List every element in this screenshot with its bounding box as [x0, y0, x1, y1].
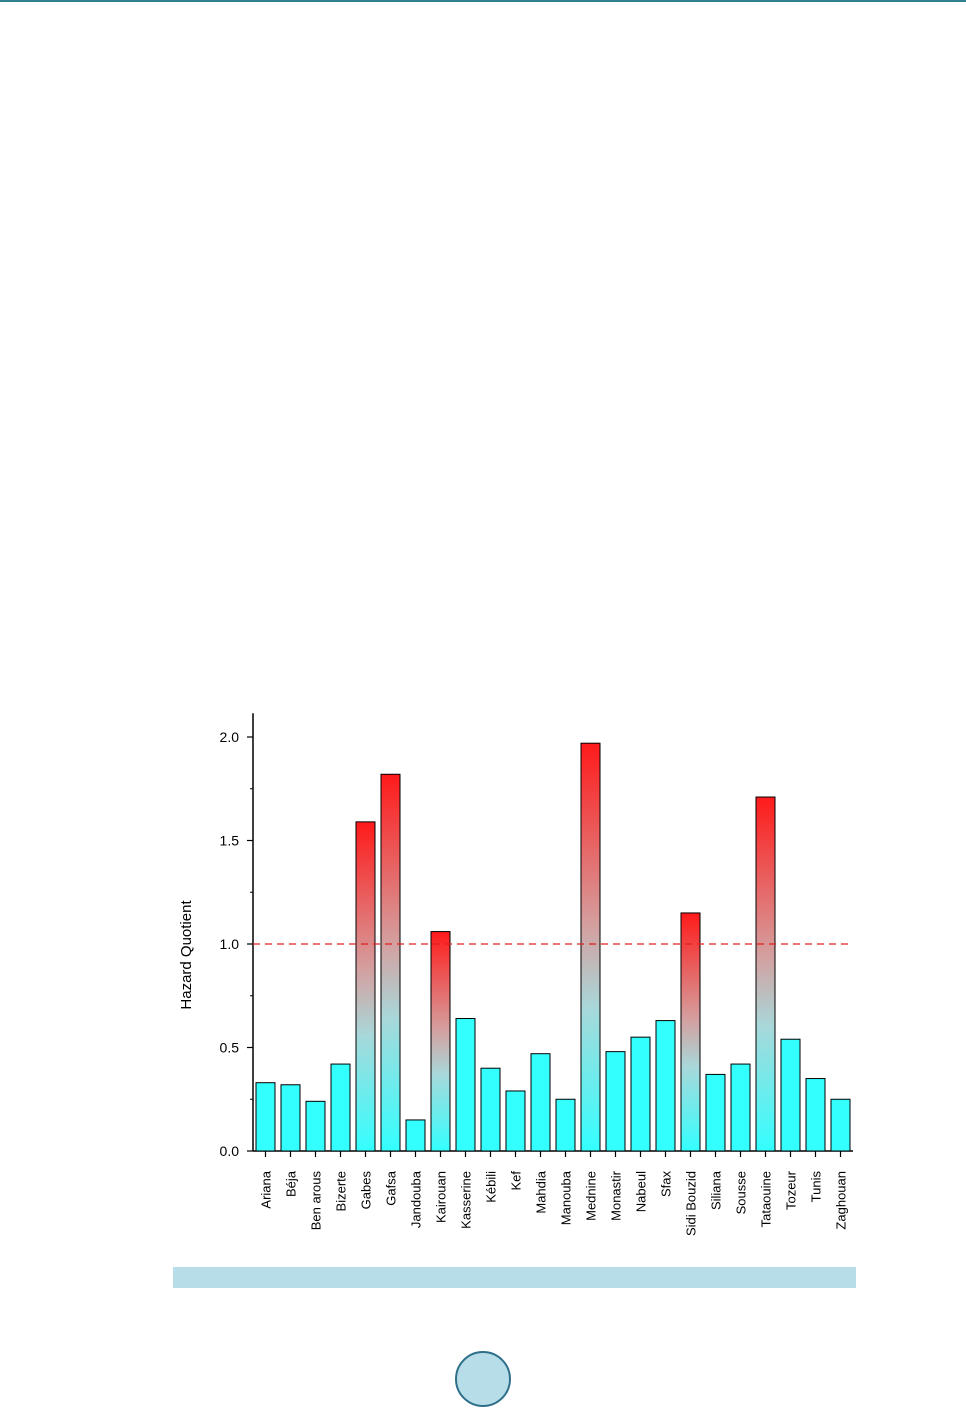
bar	[655, 1020, 676, 1152]
x-tick-label: Sousse	[734, 1171, 749, 1214]
bar	[355, 821, 376, 1152]
bar	[305, 1100, 326, 1152]
bar	[405, 1119, 426, 1152]
x-tick-label: Gafsa	[384, 1170, 399, 1205]
page-number-badge	[455, 1351, 511, 1407]
bar	[680, 912, 701, 1152]
bar	[630, 1036, 651, 1152]
y-tick-label: 2.0	[220, 729, 240, 745]
bar	[430, 931, 451, 1152]
bar	[330, 1063, 351, 1152]
y-tick-label: 1.0	[220, 936, 240, 952]
y-axis: 0.0 0.5 1.0 1.5 2.0	[220, 713, 254, 1159]
bar	[805, 1078, 826, 1152]
x-tick-label: Tataouine	[759, 1171, 774, 1227]
x-tick-label: Sidi Bouzid	[684, 1171, 699, 1236]
x-tick-label: Nabeul	[634, 1171, 649, 1212]
x-tick-label: Ariana	[259, 1170, 274, 1208]
x-tick-label: Sfax	[659, 1171, 674, 1198]
x-tick-label: Mednine	[584, 1171, 599, 1221]
bar	[755, 796, 776, 1152]
x-tick-label: Manouba	[559, 1170, 574, 1225]
bar	[505, 1090, 526, 1152]
bar	[280, 1084, 301, 1152]
page-top-rule	[0, 0, 966, 2]
x-tick-label: Kef	[509, 1171, 524, 1191]
bar	[480, 1067, 501, 1152]
y-tick-label: 1.5	[220, 833, 240, 849]
x-tick-label: Béja	[284, 1170, 299, 1197]
y-tick-label: 0.0	[220, 1143, 240, 1159]
bar	[530, 1053, 551, 1152]
x-tick-label: Bizerte	[334, 1171, 349, 1211]
x-tick-label: Zaghouan	[834, 1171, 849, 1230]
bar	[255, 1082, 276, 1152]
x-tick-label: Ben arous	[309, 1171, 324, 1231]
x-tick-label: Monastir	[609, 1170, 624, 1221]
bar	[455, 1018, 476, 1152]
figure-caption-bar	[173, 1267, 856, 1288]
bar	[580, 742, 601, 1152]
bar	[730, 1063, 751, 1152]
x-tick-label: Kébili	[484, 1171, 499, 1203]
bar	[780, 1038, 801, 1152]
hazard-quotient-bar-chart: 0.0 0.5 1.0 1.5 2.0 Ariana Béja Ben arous Bizer…	[178, 713, 853, 1236]
x-tick-label: Tozeur	[784, 1170, 799, 1210]
x-tick-label: Kasserine	[459, 1171, 474, 1229]
bar	[830, 1098, 851, 1152]
x-axis: Ariana Béja Ben arous Bizerte Gabes Gafsa Jand…	[253, 1150, 853, 1236]
bars-group	[255, 742, 851, 1152]
bar	[380, 773, 401, 1152]
x-tick-label: Kairouan	[434, 1171, 449, 1223]
bar	[605, 1051, 626, 1152]
x-tick-label: Jandouba	[409, 1170, 424, 1228]
y-axis-title: Hazard Quotient	[178, 900, 195, 1010]
bar	[705, 1073, 726, 1152]
x-tick-label: Mahdia	[534, 1170, 549, 1213]
x-tick-label: Gabes	[359, 1171, 374, 1210]
y-tick-label: 0.5	[220, 1040, 240, 1056]
x-tick-label: Siliana	[709, 1170, 724, 1210]
bar	[555, 1098, 576, 1152]
x-tick-label: Tunis	[809, 1171, 824, 1203]
